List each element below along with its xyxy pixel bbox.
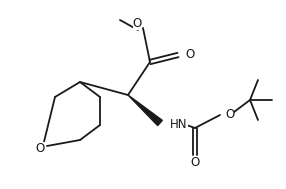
Text: O: O (185, 47, 194, 60)
Text: O: O (133, 17, 142, 30)
Text: O: O (225, 108, 234, 122)
Text: O: O (190, 156, 200, 170)
Polygon shape (128, 95, 162, 126)
Text: HN: HN (170, 119, 188, 132)
Text: O: O (35, 142, 45, 154)
